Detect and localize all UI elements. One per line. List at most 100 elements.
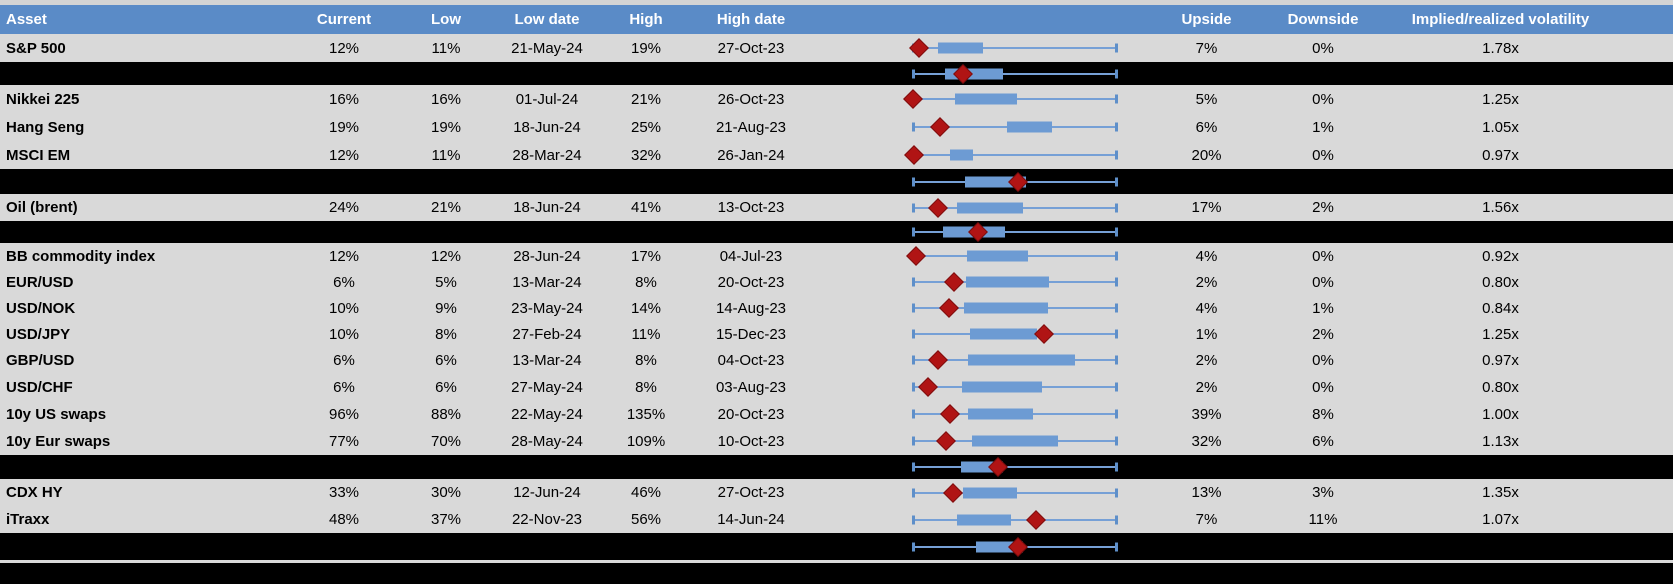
filler-cell (1633, 321, 1673, 347)
asset-name: 10y Eur swaps (6, 432, 111, 450)
asset-name: USD/JPY (6, 325, 71, 343)
upside-value: 2% (1195, 378, 1218, 396)
whisker-line (913, 518, 1117, 521)
low-date: 22-May-24 (511, 405, 583, 423)
range-box (1007, 121, 1052, 133)
high-date: 04-Jul-23 (719, 247, 783, 265)
range-box (955, 93, 1017, 105)
header-implied-realized: Implied/realized volatility (1411, 11, 1590, 28)
low-date: 28-Mar-24 (512, 146, 582, 164)
whisker-cap-left (912, 382, 915, 392)
low-date: 22-Nov-23 (511, 511, 583, 528)
whisker-cap-right (1115, 329, 1118, 339)
header-current: Current (316, 11, 372, 28)
range-boxplot-cell (808, 243, 1135, 269)
asset-name: Hang Seng (6, 118, 85, 136)
current-value: 33% (328, 484, 360, 501)
current-value: 6% (333, 273, 355, 291)
range-box (957, 514, 1011, 525)
boxplot (912, 194, 1118, 221)
whisker-cap-left (912, 462, 915, 472)
low-date: 27-May-24 (511, 378, 583, 396)
current-marker-diamond (904, 145, 924, 165)
upside-value: 4% (1195, 247, 1218, 265)
range-boxplot-cell (808, 141, 1135, 169)
upside-value: 7% (1195, 39, 1218, 57)
low-value: 9% (435, 299, 457, 317)
downside-value: 0% (1312, 146, 1334, 164)
low-value: 19% (430, 118, 462, 136)
current-marker-diamond (1008, 536, 1028, 557)
low-value: 88% (430, 405, 462, 423)
upside-value: 1% (1195, 325, 1218, 343)
boxplot (912, 295, 1118, 321)
range-boxplot-cell (808, 506, 1135, 533)
low-value: 30% (430, 484, 462, 501)
boxplot (903, 85, 1118, 113)
downside-value: 0% (1312, 273, 1334, 291)
whisker-line (913, 154, 1117, 156)
header-chart-spacer (808, 5, 1135, 34)
high-value: 46% (630, 484, 662, 501)
upside-value: 20% (1191, 146, 1222, 164)
implied-realized-value: 0.80x (1482, 273, 1519, 291)
range-box (960, 461, 1003, 473)
separator-right (1135, 221, 1673, 243)
separator-row (0, 533, 1673, 560)
filler-cell (1633, 141, 1673, 169)
whisker-cap-left (912, 227, 915, 237)
whisker-cap-left (912, 122, 915, 132)
table-row-usdjpy: USD/JPY 10% 8% 27-Feb-24 11% 15-Dec-23 1… (0, 321, 1673, 347)
low-value: 11% (431, 146, 461, 164)
high-value: 8% (635, 378, 657, 396)
upside-value: 32% (1191, 432, 1222, 450)
current-marker-diamond (953, 63, 973, 84)
asset-name: USD/CHF (6, 378, 73, 396)
whisker-cap-left (912, 177, 915, 186)
current-marker-diamond (988, 457, 1008, 477)
range-boxplot-cell (808, 34, 1135, 62)
filler-cell (1633, 401, 1673, 427)
filler-cell (1633, 85, 1673, 113)
whisker-line (913, 231, 1117, 233)
high-date: 21-Aug-23 (715, 118, 787, 136)
current-value: 6% (333, 351, 355, 369)
filler-cell (1633, 243, 1673, 269)
separator-row (0, 169, 1673, 194)
low-value: 37% (430, 511, 462, 528)
whisker-cap-left (912, 203, 915, 212)
whisker-cap-left (912, 515, 915, 524)
table-row-hangseng: Hang Seng 19% 19% 18-Jun-24 25% 21-Aug-2… (0, 113, 1673, 141)
filler-cell (1633, 506, 1673, 533)
table-row-gbpusd: GBP/USD 6% 6% 13-Mar-24 8% 04-Oct-23 2% … (0, 347, 1673, 373)
boxplot (912, 373, 1118, 401)
table-row-cdxhy: CDX HY 33% 30% 12-Jun-24 46% 27-Oct-23 1… (0, 479, 1673, 506)
high-date: 14-Aug-23 (715, 299, 787, 317)
high-date: 20-Oct-23 (717, 405, 785, 423)
boxplot (912, 269, 1118, 295)
low-date: 23-May-24 (511, 299, 583, 317)
current-marker-diamond (940, 404, 960, 424)
low-date: 13-Mar-24 (512, 351, 582, 369)
range-box (969, 328, 1038, 340)
filler-cell (1633, 34, 1673, 62)
header-downside: Downside (1287, 11, 1359, 28)
high-value: 41% (630, 199, 662, 216)
high-date: 04-Oct-23 (717, 351, 785, 369)
header-asset: Asset (6, 11, 47, 28)
boxplot (912, 479, 1118, 506)
current-marker-diamond (943, 482, 963, 503)
current-marker-diamond (938, 298, 959, 318)
current-marker-diamond (936, 431, 956, 451)
downside-value: 0% (1312, 39, 1334, 57)
separator-left (0, 62, 808, 85)
upside-value: 5% (1195, 90, 1218, 108)
header-low: Low (431, 11, 461, 28)
downside-value: 1% (1312, 299, 1334, 317)
high-value: 109% (626, 432, 666, 450)
whisker-cap-left (912, 329, 915, 339)
high-date: 13-Oct-23 (717, 199, 785, 216)
high-value: 8% (635, 351, 657, 369)
high-value: 17% (630, 247, 662, 265)
